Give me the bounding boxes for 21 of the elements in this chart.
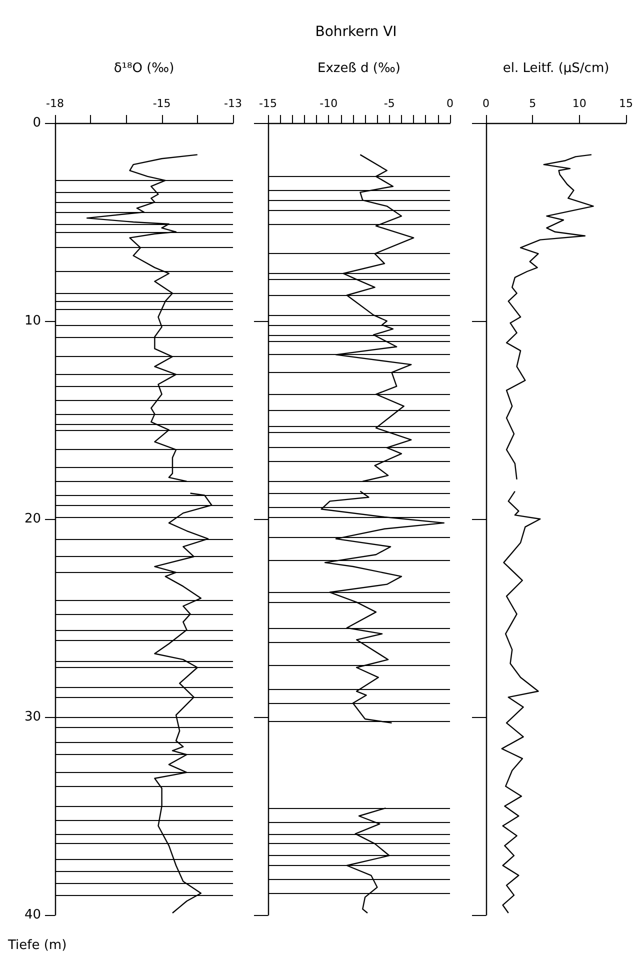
y-tick-label: 20 <box>24 512 41 526</box>
x-tick-label: -18 <box>46 97 64 110</box>
x-tick-label: 10 <box>572 97 586 110</box>
y-axis-title: Tiefe (m) <box>7 938 67 953</box>
x-tick-label: -10 <box>320 97 338 110</box>
x-axis-title: Exzeß d (‰) <box>317 61 401 76</box>
y-tick-label: 30 <box>24 710 41 724</box>
x-tick-label: -15 <box>259 97 277 110</box>
x-axis-title: el. Leitf. (µS/cm) <box>502 61 610 76</box>
x-tick-label: -13 <box>224 97 242 110</box>
y-tick-label: 10 <box>24 314 41 328</box>
x-tick-label: 15 <box>619 97 633 110</box>
x-tick-label: 0 <box>482 97 490 110</box>
x-axis-title: δ¹⁸O (‰) <box>114 61 174 76</box>
y-tick-label: 40 <box>24 908 41 922</box>
x-tick-label: 5 <box>529 97 536 110</box>
x-tick-label: 0 <box>446 97 454 110</box>
y-tick-label: 0 <box>32 116 41 130</box>
x-tick-label: -5 <box>384 97 395 110</box>
chart-title: Bohrkern VI <box>315 24 397 40</box>
x-tick-label: -15 <box>152 97 171 110</box>
